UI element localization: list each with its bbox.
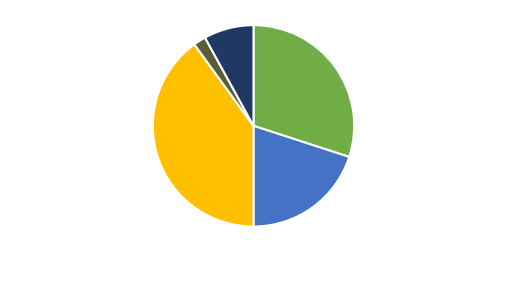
Wedge shape bbox=[254, 25, 354, 157]
Wedge shape bbox=[205, 25, 254, 126]
Wedge shape bbox=[254, 126, 349, 227]
Wedge shape bbox=[153, 44, 254, 227]
Wedge shape bbox=[194, 38, 254, 126]
